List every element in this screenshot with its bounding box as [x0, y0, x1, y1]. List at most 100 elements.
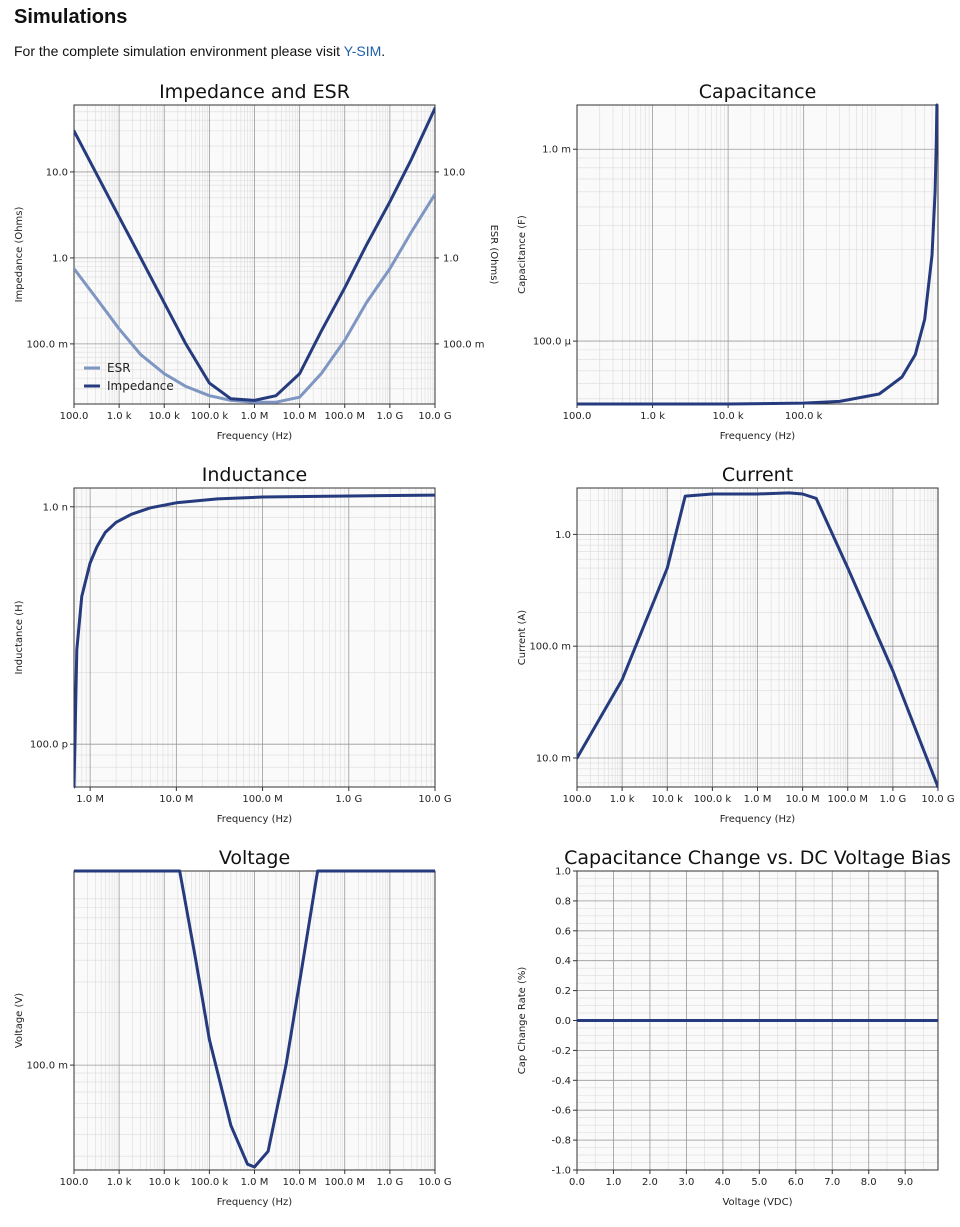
inductance-chart-title: Inductance: [202, 464, 307, 486]
inductance-xtick-label: 100.0 M: [242, 794, 282, 805]
impedance-chart-title: Impedance and ESR: [159, 81, 350, 103]
voltage-y-axis-label: Voltage (V): [14, 993, 25, 1048]
capacitance-data-series-line: [577, 103, 938, 406]
bias-ytick-label: -0.2: [551, 1046, 571, 1057]
inductance-xtick-label: 10.0 G: [418, 794, 451, 805]
impedance-y2tick-label: 10.0: [443, 167, 465, 178]
current-axes-frame: [576, 487, 939, 788]
impedance-y2-axis-label: ESR (Ohms): [488, 225, 499, 285]
intro-period: .: [381, 43, 386, 59]
capacitance-xtick-label: 1.0 k: [640, 411, 665, 422]
voltage-axes-frame: [73, 870, 436, 1171]
current-ytick-label: 1.0: [555, 530, 571, 541]
bias-xtick-label: 4.0: [715, 1177, 731, 1188]
impedance-legend-label: ESR: [107, 361, 131, 375]
current-xtick-label: 1.0 k: [610, 794, 635, 805]
inductance-xtick-label: 1.0 M: [76, 794, 104, 805]
capacitance-xtick-label: 100.0: [563, 411, 592, 422]
capacitance-x-axis-label: Frequency (Hz): [720, 431, 796, 442]
bias-xtick-label: 2.0: [642, 1177, 658, 1188]
impedance-xtick-label: 100.0 k: [191, 411, 229, 422]
voltage-xtick-label: 100.0: [60, 1177, 89, 1188]
current-xtick-label: 10.0 G: [921, 794, 954, 805]
impedance-xtick-label: 1.0 G: [376, 411, 403, 422]
impedance-y2tick-label: 100.0 m: [443, 339, 485, 350]
voltage-x-axis-label: Frequency (Hz): [217, 1197, 293, 1208]
voltage-xtick-label: 1.0 k: [107, 1177, 132, 1188]
capacitance-xtick-label: 10.0 k: [712, 411, 743, 422]
intro-text: For the complete simulation environment …: [14, 43, 385, 59]
capacitance-chart-title: Capacitance: [699, 81, 817, 103]
capacitance-ytick-label: 100.0 µ: [533, 337, 572, 348]
bias-xtick-label: 9.0: [897, 1177, 913, 1188]
bias-xtick-label: 8.0: [861, 1177, 877, 1188]
intro-sentence: For the complete simulation environment …: [14, 43, 344, 59]
current-ytick-label: 100.0 m: [529, 642, 571, 653]
impedance-xtick-label: 100.0 M: [325, 411, 365, 422]
bias-xtick-label: 1.0: [606, 1177, 622, 1188]
voltage-xtick-label: 1.0 M: [241, 1177, 269, 1188]
current-x-axis-label: Frequency (Hz): [720, 814, 796, 825]
bias-ytick-label: 1.0: [555, 867, 571, 878]
impedance-xtick-label: 1.0 k: [107, 411, 132, 422]
capacitance-plot-area: [577, 105, 938, 404]
capacitance-chart: 100.0 1.0 k 10.0 k 100.0 k 100.0 µ 1.0 m Capac…: [517, 81, 939, 442]
current-xtick-label: 100.0 k: [694, 794, 732, 805]
impedance-xtick-label: 10.0 G: [418, 411, 451, 422]
voltage-xtick-label: 1.0 G: [376, 1177, 403, 1188]
bias-ytick-label: -0.4: [551, 1076, 571, 1087]
current-xtick-label: 1.0 M: [744, 794, 772, 805]
bias-y-axis-label: Cap Change Rate (%): [517, 967, 528, 1075]
current-minor-grid: [577, 488, 938, 787]
voltage-xtick-label: 100.0 k: [191, 1177, 229, 1188]
bias-xtick-label: 3.0: [678, 1177, 694, 1188]
current-xtick-label: 100.0 M: [828, 794, 868, 805]
inductance-x-axis-label: Frequency (Hz): [217, 814, 293, 825]
impedance-legend-label: Impedance: [107, 379, 174, 393]
impedance-xtick-label: 100.0: [60, 411, 89, 422]
bias-xtick-label: 0.0: [569, 1177, 585, 1188]
voltage-ytick-label: 100.0 m: [26, 1061, 68, 1072]
inductance-ytick-label: 100.0 p: [30, 740, 68, 751]
impedance-xtick-label: 10.0 M: [283, 411, 317, 422]
capacitance-xtick-label: 100.0 k: [785, 411, 823, 422]
impedance-impedance-series-line: [74, 106, 435, 402]
impedance-axes-frame: [73, 104, 436, 405]
current-xtick-label: 10.0 k: [652, 794, 683, 805]
impedance-y-axis-label: Impedance (Ohms): [14, 207, 25, 303]
inductance-axes-frame: [73, 487, 436, 788]
inductance-ytick-label: 1.0 n: [43, 502, 68, 513]
impedance-ytick-label: 10.0: [46, 167, 68, 178]
current-chart: 100.0 1.0 k 10.0 k 100.0 k 1.0 M 10.0 M 100.0 …: [517, 464, 955, 825]
bias-ytick-label: 0.6: [555, 926, 571, 937]
bias-xtick-label: 6.0: [788, 1177, 804, 1188]
bias-ytick-label: 0.4: [555, 956, 571, 967]
bias-ytick-label: 0.0: [555, 1016, 571, 1027]
impedance-chart: 100.0 1.0 k 10.0 k 100.0 k 1.0 M 10.0 M 100.0 …: [14, 81, 499, 442]
bias-ytick-label: 0.8: [555, 896, 571, 907]
bias-ytick-label: -0.6: [551, 1106, 571, 1117]
inductance-xtick-label: 10.0 M: [159, 794, 193, 805]
voltage-xtick-label: 100.0 M: [325, 1177, 365, 1188]
current-chart-title: Current: [722, 464, 793, 486]
bias-ytick-label: -0.8: [551, 1136, 571, 1147]
y-sim-link[interactable]: Y-SIM: [343, 43, 382, 59]
inductance-xtick-label: 1.0 G: [335, 794, 362, 805]
bias-chart: 0.0 1.0 2.0 3.0 4.0 5.0 6.0 7.0 8.0 9.0 -1.0 -0.8 -0…: [517, 847, 951, 1208]
impedance-ytick-label: 100.0 m: [26, 339, 68, 350]
impedance-legend: ESR Impedance: [84, 361, 174, 393]
voltage-chart-title: Voltage: [219, 847, 290, 869]
voltage-chart: 100.0 1.0 k 10.0 k 100.0 k 1.0 M 10.0 M 100.0 …: [14, 847, 452, 1208]
current-xtick-label: 100.0: [563, 794, 592, 805]
capacitance-ytick-label: 1.0 m: [542, 145, 571, 156]
current-data-series-line: [577, 491, 938, 789]
bias-ytick-label: 0.2: [555, 986, 571, 997]
current-xtick-label: 1.0 G: [879, 794, 906, 805]
voltage-data-series-line: [74, 869, 435, 1169]
voltage-xtick-label: 10.0 M: [283, 1177, 317, 1188]
current-xtick-label: 10.0 M: [786, 794, 820, 805]
capacitance-y-axis-label: Capacitance (F): [517, 215, 528, 294]
bias-xtick-label: 7.0: [824, 1177, 840, 1188]
voltage-xtick-label: 10.0 G: [418, 1177, 451, 1188]
